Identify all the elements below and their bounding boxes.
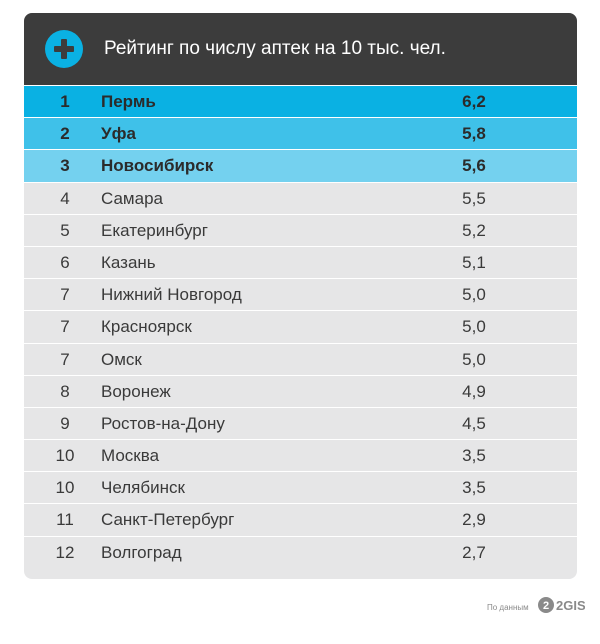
rank-cell: 10 [55,478,75,498]
value-cell: 3,5 [462,446,486,466]
table-row: 3 Новосибирск 5,6 [24,149,577,182]
value-cell: 4,9 [462,381,486,401]
table-row: 6 Казань 5,1 [24,245,577,279]
table-title: Рейтинг по числу аптек на 10 тыс. чел. [104,38,446,59]
value-cell: 5,0 [462,317,486,337]
table-row: 7 Омск 5,0 [24,342,577,375]
city-cell: Воронеж [101,381,171,401]
city-cell: Самара [101,188,163,208]
source-label: По данным [487,603,529,612]
value-cell: 5,6 [462,156,486,176]
logo-text: 2GIS [556,598,585,613]
rank-cell: 7 [60,317,70,337]
rank-cell: 6 [60,252,70,272]
city-cell: Пермь [101,92,156,111]
table-row: 9 Ростов-на-Дону 4,5 [24,406,577,440]
rank-cell: 12 [55,542,75,562]
value-cell: 5,8 [462,124,486,144]
table-row: 4 Самара 5,5 [24,181,577,214]
city-cell: Санкт-Петербург [101,510,235,530]
rank-cell: 2 [60,124,70,144]
city-cell: Омск [101,349,142,369]
city-cell: Екатеринбург [101,220,208,240]
city-cell: Красноярск [101,317,192,337]
table-body: 1 Пермь 6,2 2 Уфа 5,8 3 Новосибирск 5,6 4 Самара 5,… [24,85,577,568]
value-cell: 2,7 [462,542,486,562]
table-row: 10 Челябинск 3,5 [24,471,577,504]
table-row: 10 Москва 3,5 [24,439,577,472]
rating-table-card: Рейтинг по числу аптек на 10 тыс. чел. 1… [24,13,577,579]
city-cell: Казань [101,252,156,272]
value-cell: 6,2 [462,92,486,111]
city-cell: Москва [101,446,160,466]
value-cell: 5,0 [462,285,486,305]
plus-icon [45,30,83,68]
table-row: 5 Екатеринбург 5,2 [24,213,577,246]
rank-cell: 11 [56,510,74,530]
table-row: 8 Воронеж 4,9 [24,374,577,407]
table-row: 7 Нижний Новгород 5,0 [24,278,577,311]
city-cell: Нижний Новгород [101,285,242,305]
rank-cell: 9 [60,413,70,433]
value-cell: 5,5 [462,188,486,208]
city-cell: Челябинск [101,478,185,498]
table-row: 11 Санкт-Петербург 2,9 [24,503,577,536]
value-cell: 5,0 [462,349,486,369]
rank-cell: 10 [55,446,75,466]
value-cell: 5,2 [462,220,486,240]
svg-text:2: 2 [543,600,549,612]
value-cell: 2,9 [462,510,486,530]
table-row: 2 Уфа 5,8 [24,117,577,150]
table-row: 7 Красноярск 5,0 [24,310,577,343]
city-cell: Новосибирск [101,156,214,176]
rank-cell: 3 [60,156,70,176]
city-cell: Уфа [101,124,136,144]
rank-cell: 7 [60,349,70,369]
table-header: Рейтинг по числу аптек на 10 тыс. чел. [24,13,577,85]
2gis-logo-icon: 2 2GIS [537,595,586,621]
city-cell: Волгоград [101,542,182,562]
value-cell: 3,5 [462,478,486,498]
table-row: 12 Волгоград 2,7 [24,535,577,568]
rank-cell: 1 [60,92,70,111]
source-footer: По данным 2 2GIS [487,595,586,615]
value-cell: 4,5 [462,413,486,433]
rank-cell: 4 [60,188,70,208]
city-cell: Ростов-на-Дону [101,413,225,433]
rank-cell: 5 [60,220,70,240]
rank-cell: 7 [60,285,70,305]
rank-cell: 8 [60,381,70,401]
table-row: 1 Пермь 6,2 [24,85,577,118]
value-cell: 5,1 [462,252,486,272]
